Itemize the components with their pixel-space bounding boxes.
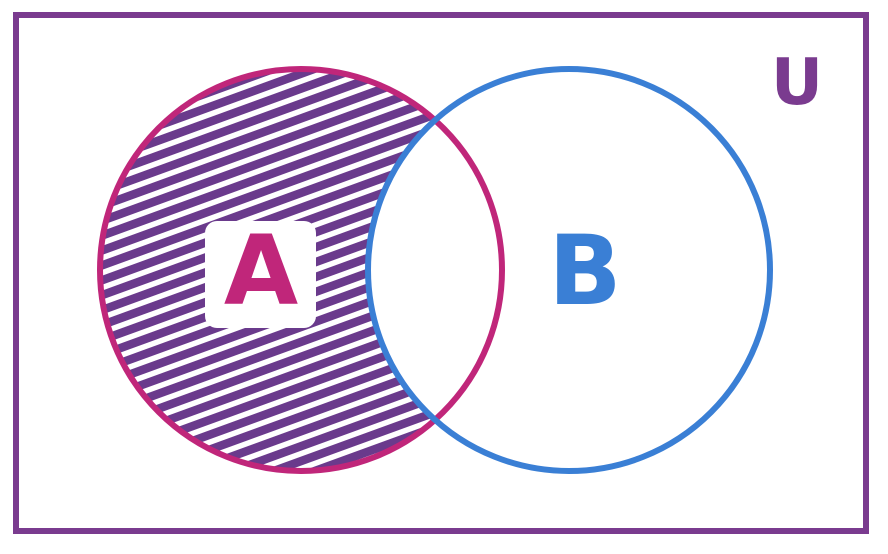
set-a-circle (97, 66, 505, 474)
set-a-label: A (224, 215, 298, 327)
set-a-label-box (205, 221, 316, 328)
set-b-circle (365, 66, 773, 474)
universe-label: U (771, 46, 823, 120)
set-b-label: B (548, 215, 621, 327)
